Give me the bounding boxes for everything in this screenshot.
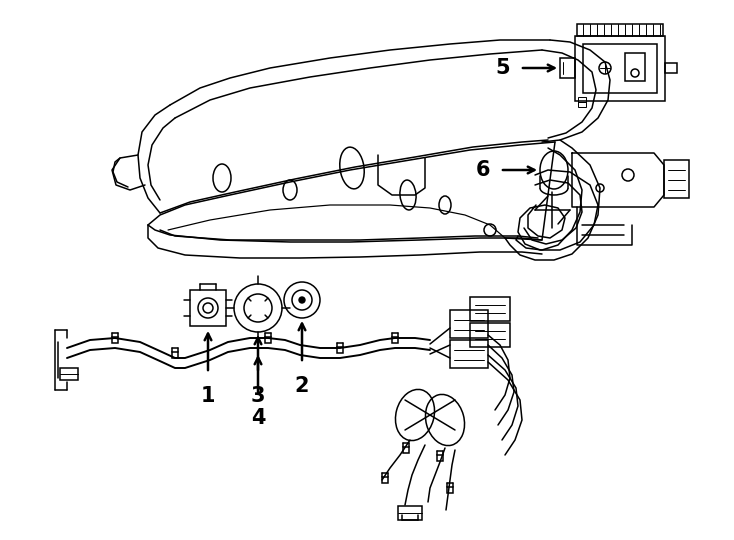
- Bar: [392, 337, 398, 343]
- Bar: [450, 310, 488, 338]
- Bar: [337, 347, 343, 353]
- Bar: [60, 368, 78, 380]
- Bar: [190, 290, 226, 326]
- Bar: [403, 447, 409, 453]
- Text: 3: 3: [251, 386, 265, 406]
- Text: 1: 1: [201, 386, 215, 406]
- Bar: [577, 24, 663, 36]
- Bar: [450, 340, 488, 368]
- Bar: [382, 477, 388, 483]
- Bar: [575, 36, 665, 101]
- Bar: [470, 297, 510, 321]
- Bar: [437, 455, 443, 461]
- Bar: [470, 323, 510, 347]
- Bar: [664, 160, 689, 198]
- Bar: [625, 53, 645, 81]
- Text: 2: 2: [295, 376, 309, 396]
- Bar: [112, 337, 118, 343]
- Bar: [447, 487, 453, 493]
- Text: 5: 5: [495, 58, 510, 78]
- Bar: [578, 97, 586, 102]
- Text: 6: 6: [476, 160, 490, 180]
- Bar: [398, 506, 422, 520]
- Bar: [172, 352, 178, 358]
- Bar: [560, 58, 575, 78]
- Bar: [265, 337, 271, 343]
- Ellipse shape: [299, 297, 305, 303]
- Text: 4: 4: [251, 408, 265, 428]
- Bar: [583, 44, 657, 93]
- Bar: [665, 63, 677, 73]
- Bar: [578, 102, 586, 107]
